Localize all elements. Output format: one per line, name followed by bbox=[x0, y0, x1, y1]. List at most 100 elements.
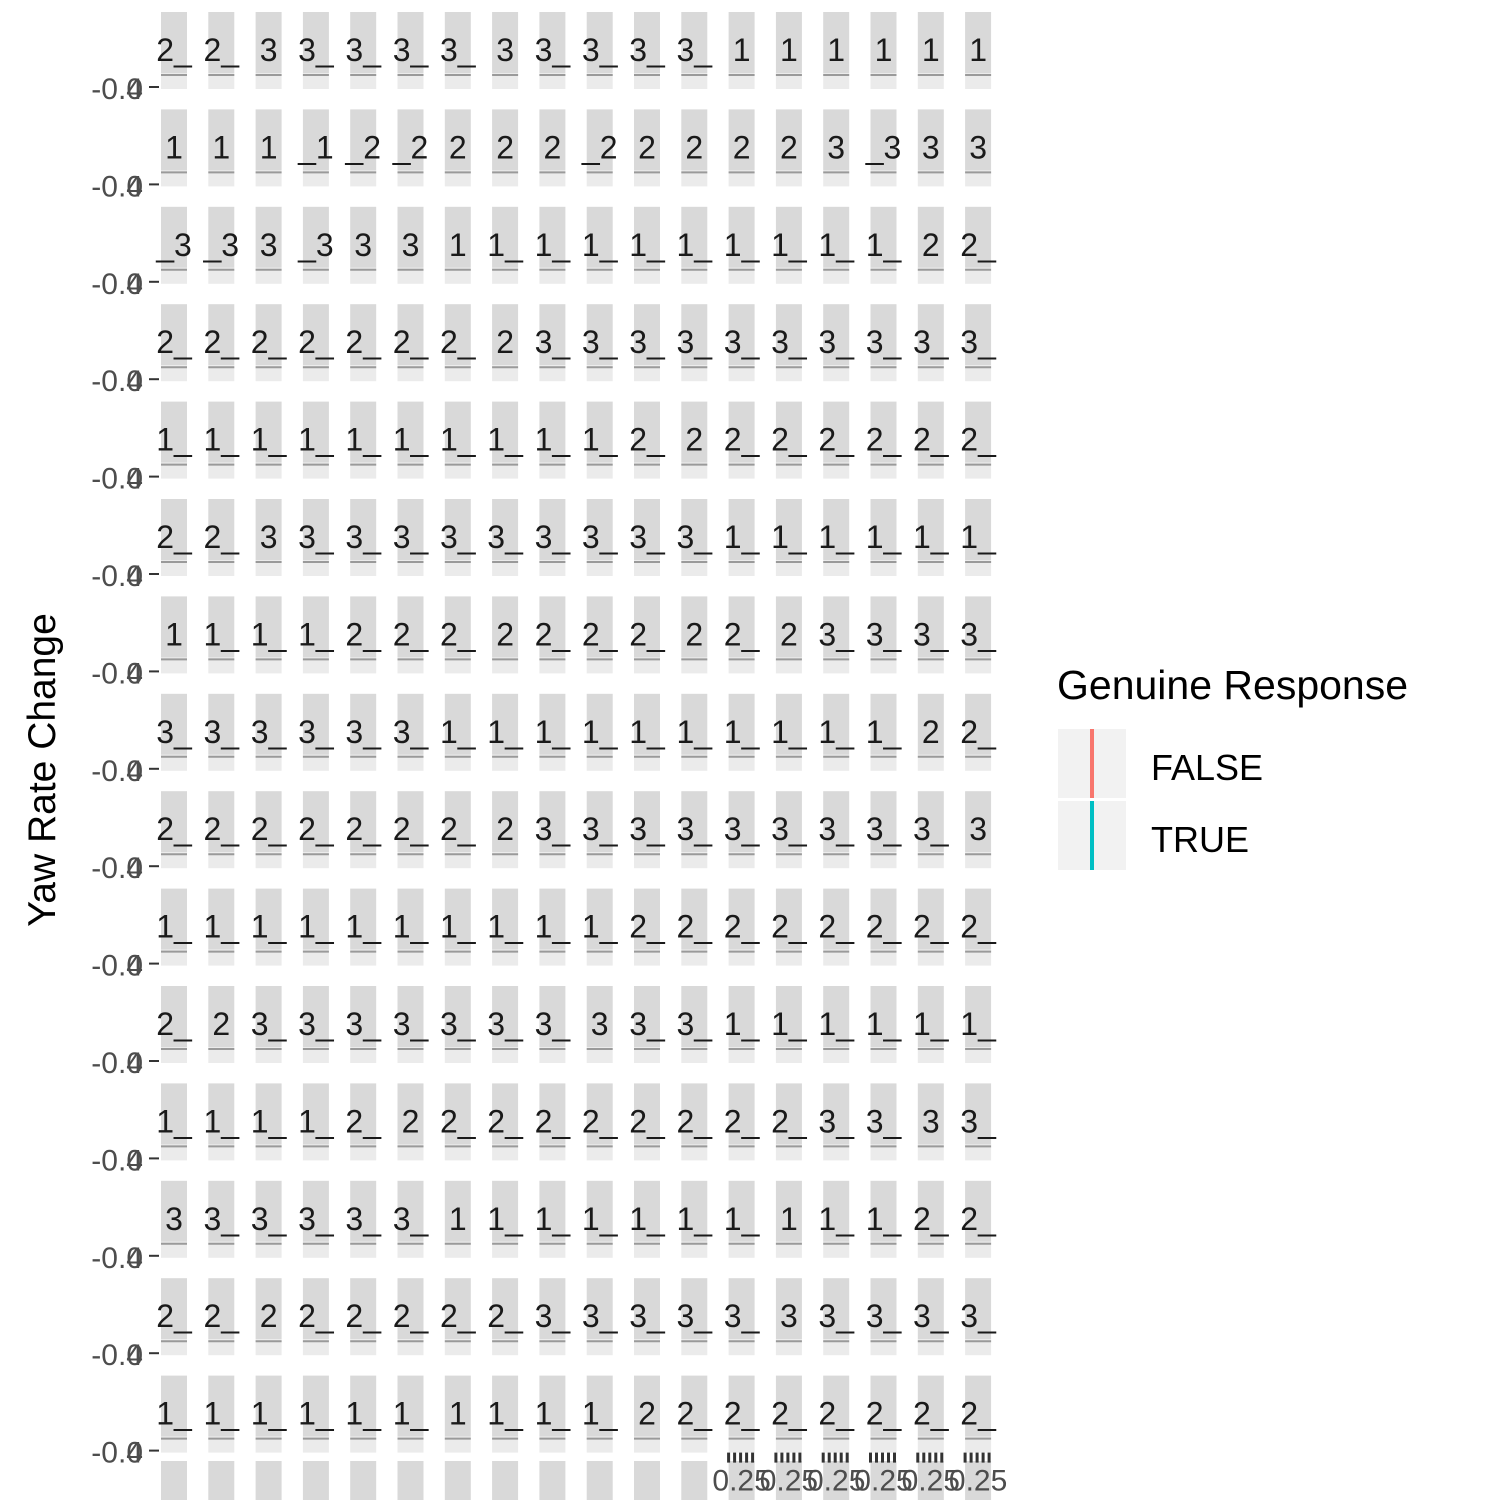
strip-label: 3_ bbox=[960, 1298, 997, 1334]
facet-panel bbox=[539, 1144, 566, 1161]
strip-label: 2_ bbox=[960, 909, 997, 945]
y-tick-label-overlap: 0 bbox=[126, 1437, 143, 1470]
facet-strip bbox=[681, 1375, 708, 1437]
facet-panel bbox=[350, 267, 377, 284]
facet-strip bbox=[823, 1083, 850, 1145]
facet-panel bbox=[775, 1144, 802, 1161]
facet-strip-partial bbox=[255, 1461, 282, 1500]
facet-panel bbox=[161, 73, 187, 89]
strip-label: 1_ bbox=[724, 227, 761, 263]
facet-panel bbox=[208, 560, 235, 576]
legend-key-true bbox=[1058, 801, 1126, 870]
strip-label: 2_ bbox=[960, 1201, 997, 1237]
facet-panel bbox=[208, 1436, 235, 1453]
strip-label: 2_ bbox=[345, 1298, 382, 1334]
strip-label: 2 bbox=[496, 129, 514, 165]
facet-panel bbox=[161, 754, 187, 771]
strip-label: 1_ bbox=[913, 519, 950, 555]
facet-panel bbox=[208, 1144, 235, 1161]
facet-panel bbox=[823, 267, 850, 284]
strip-label: 1_ bbox=[487, 1396, 524, 1432]
facet-panel bbox=[681, 949, 708, 966]
facet-strip bbox=[444, 304, 471, 366]
facet-panel bbox=[634, 754, 660, 771]
facet-panel bbox=[492, 73, 519, 89]
strip-label: 3_ bbox=[960, 616, 997, 652]
facet-strip bbox=[586, 12, 613, 73]
facet-strip bbox=[681, 401, 708, 463]
y-tick-label-overlap: 0 bbox=[126, 1047, 143, 1080]
facet-panel bbox=[161, 1339, 187, 1356]
strip-label: 1 bbox=[260, 129, 278, 165]
facet-strip bbox=[350, 888, 377, 950]
facet-panel bbox=[161, 1436, 187, 1453]
facet-panel bbox=[302, 1144, 329, 1161]
facet-strip bbox=[444, 1180, 471, 1242]
strip-label: 1_ bbox=[298, 909, 335, 945]
strip-label: 2_ bbox=[156, 1298, 193, 1334]
facet-strip bbox=[539, 401, 566, 463]
strip-label: 2 bbox=[780, 129, 798, 165]
facet-panel bbox=[397, 949, 424, 966]
facet-panel bbox=[302, 560, 329, 576]
facet-panel bbox=[823, 1047, 850, 1063]
facet-strip bbox=[302, 791, 329, 853]
facet-panel bbox=[634, 267, 660, 284]
facet-strip bbox=[492, 1375, 519, 1437]
facet-strip bbox=[917, 888, 944, 950]
facet-panel bbox=[208, 852, 235, 869]
facet-strip bbox=[823, 986, 850, 1047]
facet-panel bbox=[444, 170, 471, 187]
facet-panel bbox=[823, 560, 850, 576]
strip-label: 1_ bbox=[535, 714, 572, 750]
facet-panel bbox=[870, 170, 897, 187]
facet-strip bbox=[208, 596, 235, 658]
facet-strip bbox=[775, 12, 802, 73]
facet-strip bbox=[681, 12, 708, 73]
y-tick-label: -0.4 bbox=[91, 1242, 143, 1275]
facet-panel bbox=[350, 1047, 377, 1063]
strip-label: 3_ bbox=[298, 519, 335, 555]
facet-strip bbox=[728, 1083, 755, 1145]
facet-panel bbox=[255, 1144, 282, 1161]
facet-strip bbox=[586, 401, 613, 463]
facet-panel bbox=[302, 1436, 329, 1453]
facet-panel bbox=[728, 1339, 755, 1356]
facet-strip bbox=[917, 109, 944, 171]
facet-panel bbox=[823, 365, 850, 382]
strip-label: 1_ bbox=[251, 1396, 288, 1432]
facet-panel bbox=[586, 1241, 613, 1258]
facet-strip bbox=[161, 888, 187, 950]
facet-panel bbox=[350, 1339, 377, 1356]
facet-strip bbox=[634, 1375, 660, 1437]
facet-strip bbox=[823, 109, 850, 171]
facet-strip bbox=[870, 12, 897, 73]
facet-strip-partial bbox=[823, 1461, 850, 1500]
facet-strip bbox=[302, 986, 329, 1047]
strip-label: 1_ bbox=[866, 1201, 903, 1237]
facet-strip bbox=[823, 401, 850, 463]
facet-panel bbox=[965, 170, 992, 187]
facet-panel bbox=[492, 1047, 519, 1063]
facet-strip bbox=[539, 1278, 566, 1340]
strip-label: 2_ bbox=[440, 1298, 477, 1334]
strip-label: 3_ bbox=[771, 811, 808, 847]
facet-panel bbox=[302, 365, 329, 382]
facet-strip bbox=[681, 596, 708, 658]
strip-label: 3 bbox=[260, 227, 278, 263]
strip-label: _3 bbox=[155, 227, 192, 263]
strip-label: 1_ bbox=[913, 1006, 950, 1042]
facet-panel bbox=[492, 949, 519, 966]
facet-panel bbox=[965, 754, 992, 771]
strip-label: 3_ bbox=[345, 714, 382, 750]
strip-label: 2_ bbox=[677, 909, 714, 945]
strip-label: 1_ bbox=[535, 227, 572, 263]
strip-label: 1_ bbox=[960, 519, 997, 555]
facet-panel bbox=[255, 1047, 282, 1063]
x-tick-label: 0.25 bbox=[902, 1465, 960, 1498]
strip-label: 2_ bbox=[629, 909, 666, 945]
facet-panel bbox=[728, 1241, 755, 1258]
strip-label: 2_ bbox=[629, 616, 666, 652]
strip-label: 2_ bbox=[818, 909, 855, 945]
x-tick-label: 0.25 bbox=[712, 1465, 770, 1498]
